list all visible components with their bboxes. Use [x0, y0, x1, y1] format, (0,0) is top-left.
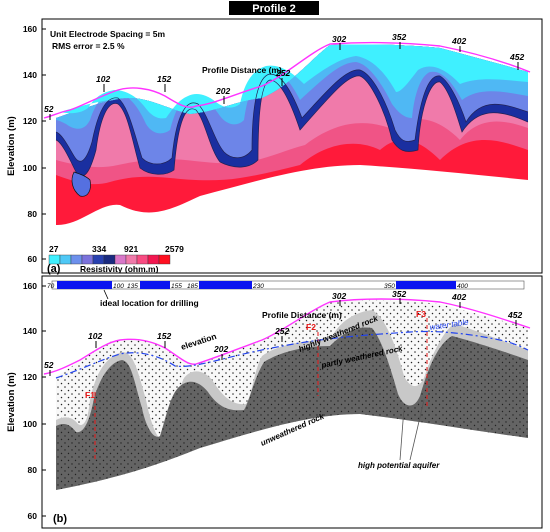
ytick-b: 120: [23, 372, 37, 382]
aquifer-pointers: [399, 399, 425, 461]
conductive-pocket: [71, 171, 91, 197]
panel-a: 52 102 152 202 252 302 352 402 452 Profi…: [6, 18, 543, 275]
colorbar-swatch: [103, 254, 116, 265]
ylabel-a: Elevation (m): [6, 116, 17, 176]
profile-label-b: Profile Distance (m): [262, 310, 342, 320]
fault-label: F3: [416, 309, 426, 319]
colorbar-swatch: [136, 254, 149, 265]
drill-start: 185: [187, 283, 198, 290]
dist-tick-b: 402: [451, 292, 466, 302]
ytick-a: 120: [23, 116, 37, 126]
colorbar-title: Resistivity (ohm.m): [80, 264, 159, 274]
panel-b-label: (b): [53, 513, 67, 525]
colorbar-value: 2579: [165, 244, 184, 254]
surface-line-a: [43, 42, 531, 119]
unweathered-zone: [56, 327, 528, 490]
tick-marks-a: [49, 42, 519, 120]
dist-tick-a: 452: [509, 52, 524, 62]
y-axis-b: 160 140 120 100 80 60: [23, 281, 37, 521]
contour-lines: [55, 69, 529, 177]
distance-ticks-b: 52 102 152 202 252 302 352 402 452: [44, 289, 522, 370]
panel-b: 70 100 135 155 185 230 350 400 ideal loc…: [6, 275, 543, 529]
distance-ticks-a: 52 102 152 202 252 302 352 402 452: [44, 32, 524, 114]
ytick-a: 60: [28, 254, 38, 264]
note-spacing: Unit Electrode Spacing = 5m: [50, 29, 165, 39]
drill-end: 155: [171, 283, 182, 290]
dist-tick-a: 202: [215, 86, 230, 96]
colorbar-swatch: [147, 254, 160, 265]
surface-line-b: [43, 298, 531, 375]
dist-tick-b: 452: [507, 310, 522, 320]
y-axis-a: 160 140 120 100 80 60: [23, 24, 37, 264]
ytick-a: 100: [23, 163, 37, 173]
colorbar-value: 334: [92, 244, 106, 254]
figure-title: Profile 2: [252, 3, 295, 15]
dist-tick-a: 102: [96, 74, 110, 84]
colorbar-labels: 27 334 921 2579: [49, 244, 184, 254]
dist-tick-b: 152: [157, 331, 171, 341]
dist-tick-b: 252: [274, 326, 289, 336]
drill-start: 135: [127, 283, 138, 290]
y-ticks-b: [42, 285, 46, 517]
dist-tick-b: 102: [88, 331, 102, 341]
dist-tick-b: 202: [213, 344, 228, 354]
dist-tick-b: 352: [392, 289, 406, 299]
ytick-a: 160: [23, 24, 37, 34]
ytick-b: 80: [28, 465, 38, 475]
colorbar-swatch: [92, 254, 105, 265]
dist-tick-a: 252: [275, 68, 290, 78]
drill-segment: [140, 281, 170, 289]
drill-segment: [396, 281, 456, 289]
drill-end: 230: [252, 283, 264, 290]
colorbar-swatch: [158, 254, 171, 265]
colorbar-swatch: [114, 254, 127, 265]
fault-labels: F1 F2 F3: [85, 309, 426, 400]
drill-segments: [57, 281, 456, 289]
dist-tick-a: 402: [451, 36, 466, 46]
drill-strip: [51, 280, 525, 290]
drill-labels: 70 100 135 155 185 230 350 400: [47, 283, 468, 290]
drill-start: 70: [47, 283, 55, 290]
drill-segment: [199, 281, 252, 289]
ytick-b: 100: [23, 419, 37, 429]
colorbar-swatch: [59, 254, 72, 265]
dist-tick-a: 352: [392, 32, 406, 42]
colorbar-value: 27: [49, 244, 59, 254]
ytick-b: 60: [28, 511, 38, 521]
colorbar-swatch: [81, 254, 94, 265]
ytick-b: 160: [23, 281, 37, 291]
resistivity-colorbar: [48, 254, 171, 265]
profile-label-a: Profile Distance (m): [202, 65, 282, 75]
water-table-line: [55, 330, 529, 379]
colorbar-swatch: [125, 254, 138, 265]
note-rms: RMS error = 2.5 %: [52, 41, 125, 51]
ytick-b: 140: [23, 326, 37, 336]
drill-label: ideal location for drilling: [100, 298, 199, 308]
dist-tick-b: 302: [332, 291, 346, 301]
dist-tick-a: 52: [44, 104, 54, 114]
dist-tick-a: 302: [332, 34, 346, 44]
drill-pointer: [103, 289, 109, 300]
ylabel-b: Elevation (m): [6, 372, 17, 432]
colorbar-swatch: [70, 254, 83, 265]
tick-marks-b: [49, 298, 517, 376]
dist-tick-a: 152: [157, 74, 171, 84]
fault-lines: [94, 318, 428, 460]
drill-start: 350: [384, 283, 395, 290]
drill-end: 400: [457, 283, 468, 290]
y-ticks-a: [42, 28, 46, 260]
resistivity-cyan: [60, 44, 528, 119]
drill-segment: [57, 281, 112, 289]
colorbar-value: 921: [124, 244, 138, 254]
fault-label: F1: [85, 390, 95, 400]
dist-tick-b: 52: [44, 360, 54, 370]
panel-a-label: (a): [47, 263, 61, 275]
aquifer-label: high potential aquifer: [358, 461, 440, 470]
ytick-a: 140: [23, 70, 37, 80]
drill-end: 100: [113, 283, 124, 290]
fault-label: F2: [306, 322, 316, 332]
ytick-a: 80: [28, 209, 38, 219]
title-box: [229, 1, 319, 15]
